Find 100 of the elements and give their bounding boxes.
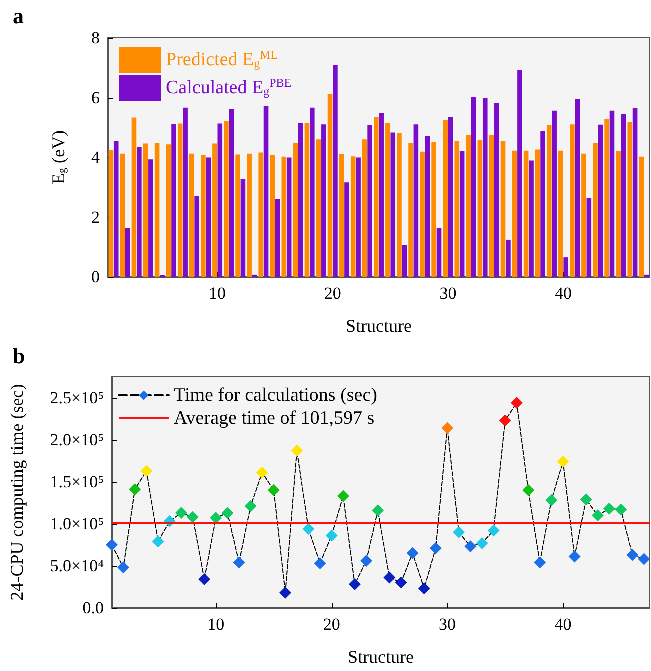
x-tick-label: 40: [554, 615, 572, 634]
bar: [293, 143, 298, 277]
bar: [575, 98, 580, 277]
bar: [212, 144, 218, 277]
bar: [494, 103, 500, 277]
bar: [224, 121, 229, 277]
point: [488, 524, 500, 537]
bar: [386, 123, 390, 277]
bar: [420, 152, 425, 277]
bar: [540, 131, 546, 277]
bar: [436, 228, 442, 277]
bar: [454, 141, 460, 277]
bar: [350, 156, 356, 277]
x-tick-label: 10: [208, 615, 225, 634]
bar: [639, 156, 644, 277]
y-tick-label: 6: [92, 88, 100, 108]
point: [291, 444, 304, 457]
bar: [172, 124, 176, 277]
point: [280, 586, 292, 599]
bar: [322, 124, 326, 277]
point: [580, 494, 592, 506]
point: [557, 456, 570, 468]
point: [210, 512, 222, 524]
bar: [333, 65, 338, 277]
point: [418, 582, 430, 595]
point: [118, 562, 130, 574]
legend-label: Predicted EgML: [166, 48, 278, 70]
bar: [460, 151, 465, 277]
bar: [362, 140, 368, 277]
bar: [593, 143, 598, 277]
bar: [143, 144, 148, 277]
bar: [310, 108, 315, 277]
bar: [166, 144, 172, 277]
bar: [529, 160, 534, 277]
point: [453, 526, 466, 538]
bar: [546, 126, 552, 277]
y-tick-label: 5.0×10⁴: [50, 556, 104, 576]
bar: [218, 124, 223, 277]
legend-label: Calculated EgPBE: [166, 76, 292, 98]
x-tick-label: 30: [440, 284, 457, 303]
bar: [448, 117, 454, 277]
legend-label: Average time of 101,597 s: [174, 408, 375, 429]
bar: [236, 154, 240, 277]
bar: [402, 245, 408, 277]
y-tick-label: 4: [92, 148, 100, 167]
point: [140, 465, 153, 478]
point: [442, 422, 454, 434]
bar: [368, 126, 372, 277]
point: [348, 578, 361, 590]
point: [186, 511, 199, 524]
bar: [339, 154, 344, 277]
bar: [558, 150, 564, 277]
y-tick-label: 1.5×10⁵: [50, 472, 104, 492]
y-tick-label: 2: [92, 208, 100, 227]
bar: [356, 158, 361, 277]
bar: [183, 108, 188, 277]
point: [464, 540, 477, 553]
bar: [264, 106, 269, 277]
point: [175, 507, 188, 520]
bar: [506, 240, 511, 277]
bar: [570, 124, 575, 277]
bar: [258, 152, 264, 277]
bar: [178, 124, 183, 277]
bar: [552, 110, 557, 277]
bar: [604, 119, 610, 277]
point: [314, 557, 326, 570]
bar: [482, 98, 488, 277]
x-axis-title: Structure: [346, 316, 412, 336]
point: [337, 490, 350, 502]
bar: [137, 147, 142, 277]
point: [244, 500, 257, 512]
bar: [489, 135, 494, 277]
chart-title: a: [13, 4, 24, 28]
x-axis-title: Structure: [348, 647, 414, 667]
y-axis-title: 24-CPU computing time (sec): [7, 384, 27, 601]
bar: [201, 155, 206, 277]
bar: [148, 160, 154, 277]
x-tick-label: 40: [555, 284, 572, 303]
bar: [524, 150, 529, 277]
bar: [344, 182, 350, 277]
bar: [374, 117, 379, 277]
bar: [304, 123, 310, 277]
y-tick-label: 1.0×10⁵: [50, 514, 104, 534]
point: [395, 576, 408, 589]
bar: [610, 110, 615, 277]
bar: [154, 143, 160, 277]
point: [626, 549, 639, 562]
point: [360, 554, 373, 567]
point: [430, 542, 442, 554]
bar: [414, 124, 419, 277]
point: [233, 556, 246, 569]
bar: [132, 118, 137, 277]
point: [372, 504, 384, 517]
bar: [586, 198, 592, 277]
x-tick-label: 20: [323, 615, 340, 634]
point: [604, 502, 616, 515]
bar: [518, 70, 522, 277]
x-tick-label: 30: [439, 615, 456, 634]
legend-label: Time for calculations (sec): [174, 385, 378, 406]
point: [222, 507, 234, 520]
